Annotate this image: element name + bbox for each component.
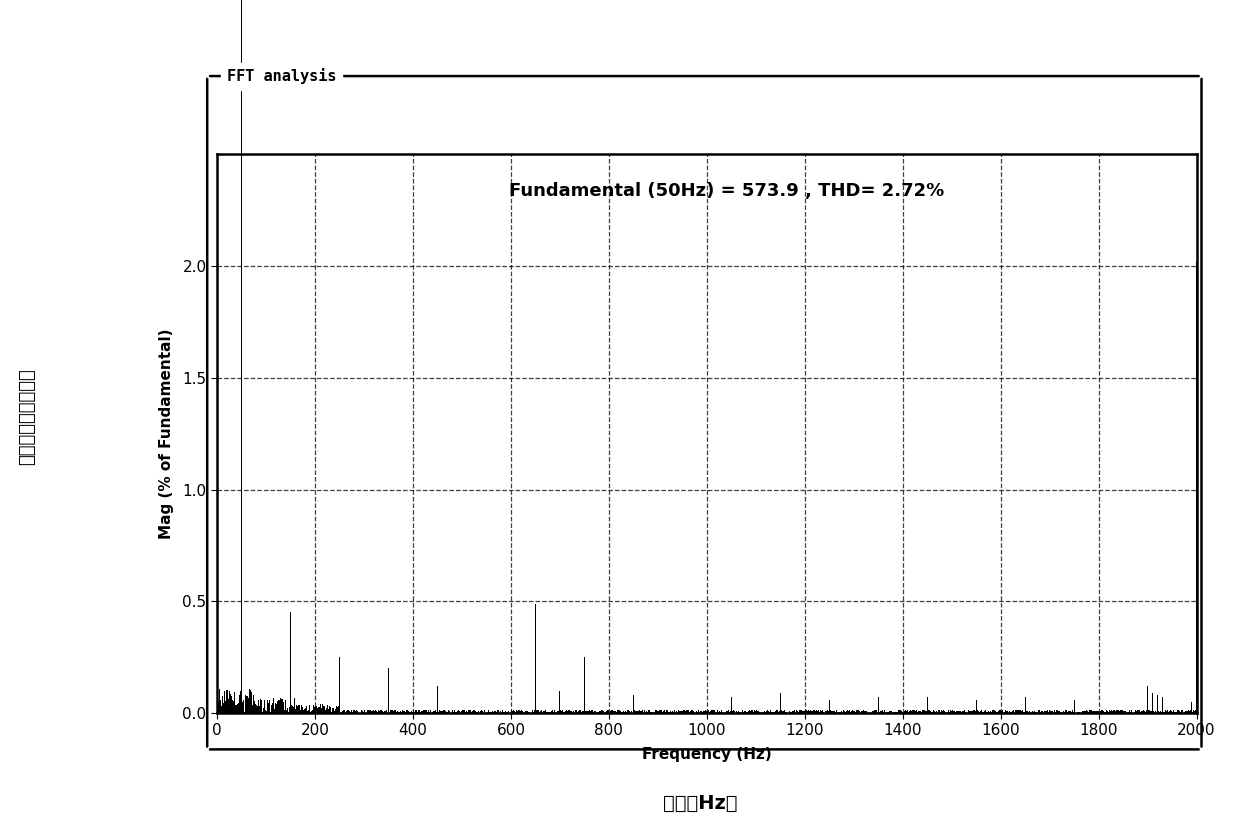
Text: FFT analysis: FFT analysis	[227, 68, 336, 84]
Text: 幅値（％基波幅値）: 幅値（％基波幅値）	[19, 369, 36, 465]
X-axis label: Frequency (Hz): Frequency (Hz)	[642, 746, 771, 761]
Y-axis label: Mag (% of Fundamental): Mag (% of Fundamental)	[159, 329, 174, 539]
Text: 频率（Hz）: 频率（Hz）	[663, 794, 738, 813]
Text: Fundamental (50Hz) = 573.9 , THD= 2.72%: Fundamental (50Hz) = 573.9 , THD= 2.72%	[508, 183, 944, 200]
